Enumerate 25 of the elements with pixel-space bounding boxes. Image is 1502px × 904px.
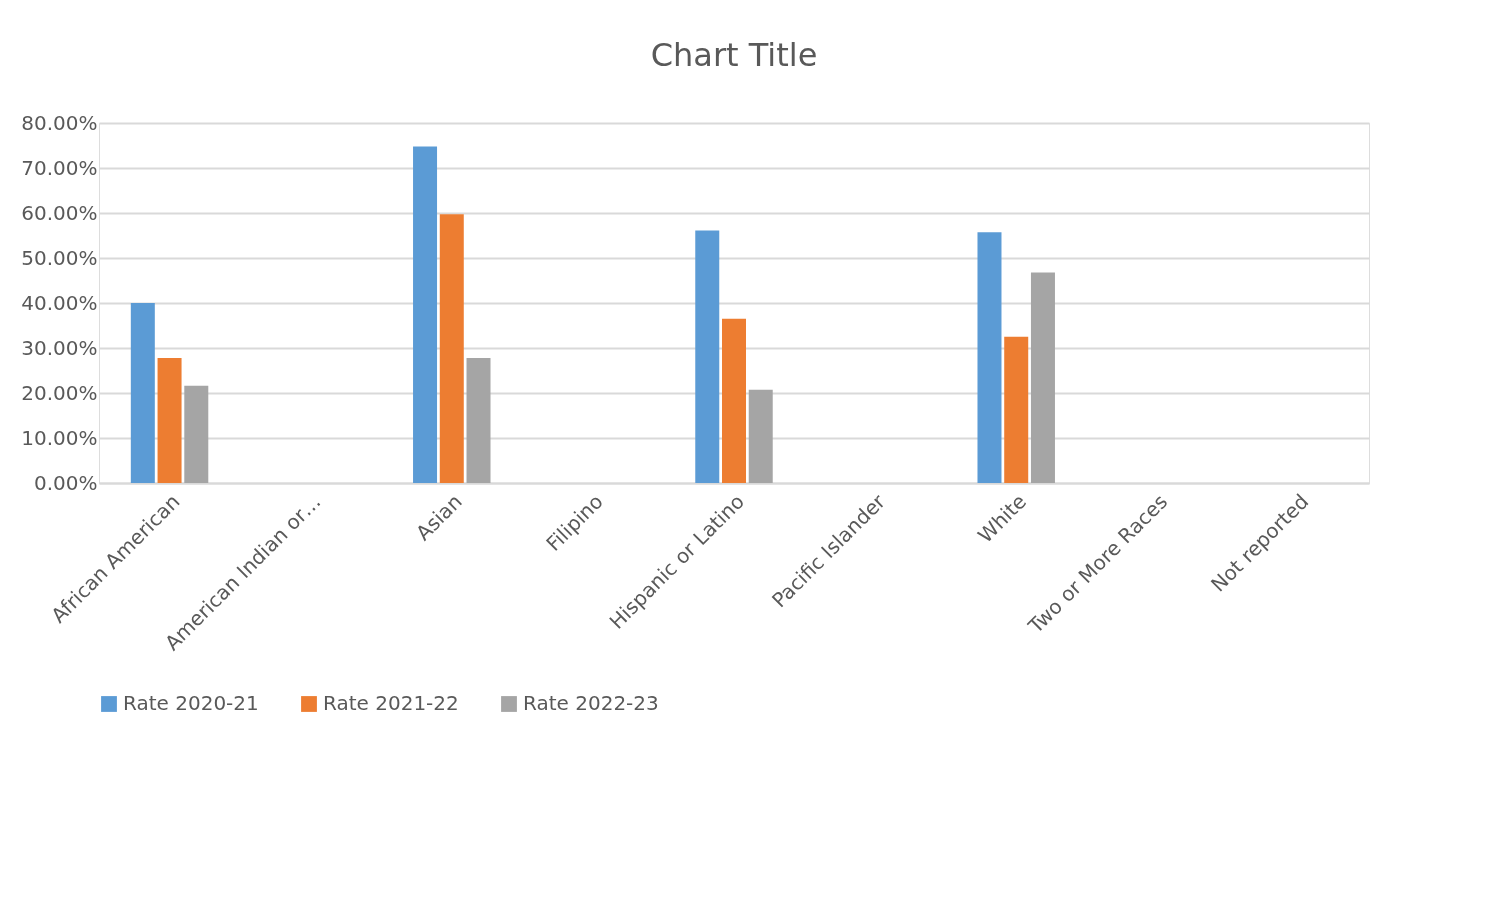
legend-label: Rate 2022-23 bbox=[523, 691, 659, 715]
bar bbox=[977, 232, 1002, 483]
bar bbox=[413, 146, 438, 483]
y-tick-label: 60.00% bbox=[21, 200, 98, 225]
y-tick-label: 30.00% bbox=[21, 335, 98, 360]
y-tick-label: 0.00% bbox=[33, 470, 98, 495]
legend-label: Rate 2021-22 bbox=[323, 691, 459, 715]
bar bbox=[722, 318, 746, 483]
y-tick-label: 40.00% bbox=[21, 290, 98, 315]
bar bbox=[1004, 336, 1029, 483]
y-tick-label: 20.00% bbox=[21, 380, 98, 405]
bar bbox=[130, 303, 155, 483]
y-tick-label: 10.00% bbox=[21, 425, 98, 450]
bar bbox=[695, 230, 720, 483]
y-tick-label: 80.00% bbox=[21, 110, 98, 135]
bar bbox=[439, 214, 464, 483]
y-tick-label: 70.00% bbox=[21, 155, 98, 180]
bar bbox=[1030, 272, 1055, 483]
legend-label: Rate 2020-21 bbox=[123, 691, 259, 715]
y-tick-label: 50.00% bbox=[21, 245, 98, 270]
bar bbox=[748, 389, 773, 483]
bar bbox=[466, 357, 491, 483]
bar bbox=[157, 357, 182, 483]
bar bbox=[184, 385, 209, 483]
chart-title: Chart Title bbox=[650, 36, 818, 74]
